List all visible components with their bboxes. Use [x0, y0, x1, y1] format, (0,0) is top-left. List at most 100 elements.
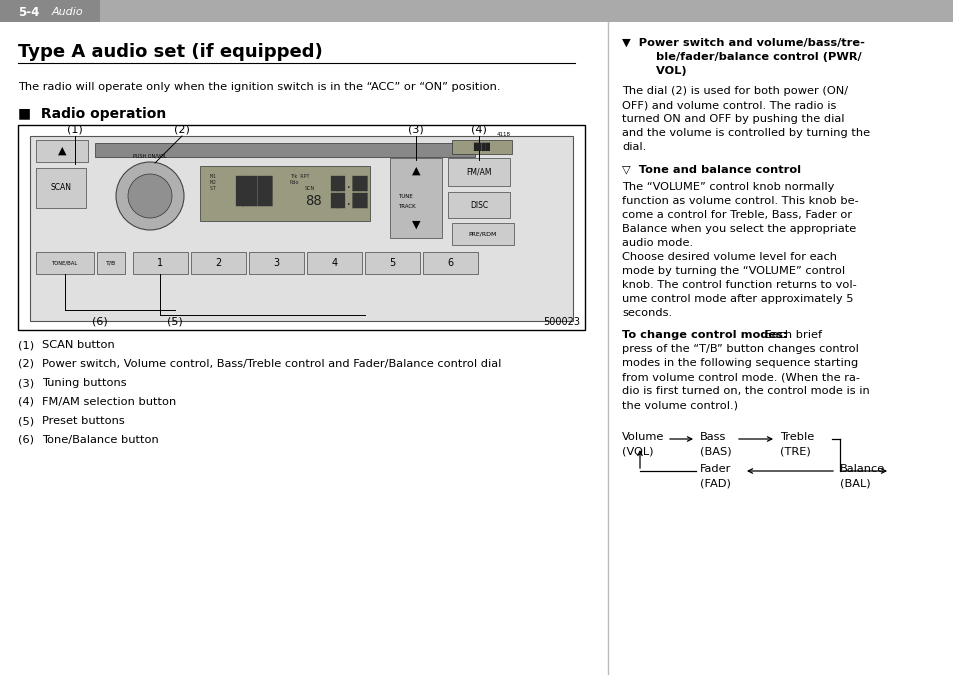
Bar: [132, 252, 188, 274]
Text: SCAN button: SCAN button: [42, 340, 114, 350]
Text: 4: 4: [331, 258, 337, 268]
Text: FM/AM: FM/AM: [466, 167, 491, 176]
Text: Choose desired volume level for each: Choose desired volume level for each: [621, 252, 836, 262]
Text: dio is first turned on, the control mode is in: dio is first turned on, the control mode…: [621, 386, 869, 396]
Bar: [452, 223, 514, 245]
Text: SCN: SCN: [305, 186, 314, 191]
Text: ST: ST: [210, 186, 221, 191]
Text: Trk  RPT: Trk RPT: [290, 174, 309, 179]
Text: Each brief: Each brief: [760, 330, 821, 340]
Text: and the volume is controlled by turning the: and the volume is controlled by turning …: [621, 128, 869, 138]
Text: ██.██: ██.██: [330, 176, 367, 192]
Text: To change control modes:: To change control modes:: [621, 330, 786, 340]
Text: OFF) and volume control. The radio is: OFF) and volume control. The radio is: [621, 100, 836, 110]
Text: █████: █████: [234, 191, 273, 207]
Text: the volume control.): the volume control.): [621, 400, 738, 410]
Text: (4): (4): [471, 125, 486, 135]
Text: The radio will operate only when the ignition switch is in the “ACC” or “ON” pos: The radio will operate only when the ign…: [18, 82, 500, 92]
Text: (6): (6): [18, 435, 34, 445]
Text: Preset buttons: Preset buttons: [42, 416, 125, 426]
Bar: [448, 158, 510, 186]
Text: ■  Radio operation: ■ Radio operation: [18, 107, 166, 121]
Text: Audio: Audio: [52, 7, 84, 17]
Text: (2): (2): [173, 125, 190, 135]
Text: ble/fader/balance control (PWR/: ble/fader/balance control (PWR/: [639, 52, 861, 62]
Text: (BAL): (BAL): [840, 478, 870, 488]
Text: (6): (6): [92, 317, 108, 327]
Text: 3: 3: [274, 258, 279, 268]
Text: The dial (2) is used for both power (ON/: The dial (2) is used for both power (ON/: [621, 86, 847, 96]
Text: Volume: Volume: [621, 432, 663, 442]
Text: Balance: Balance: [840, 464, 884, 474]
Text: (BAS): (BAS): [700, 446, 731, 456]
Text: Balance when you select the appropriate: Balance when you select the appropriate: [621, 224, 856, 234]
Bar: [36, 168, 86, 208]
Bar: [36, 252, 94, 274]
Text: (1): (1): [18, 340, 34, 350]
Text: TUNE: TUNE: [397, 194, 413, 198]
Bar: [36, 140, 88, 162]
Text: PRE/RDM: PRE/RDM: [468, 232, 497, 236]
Circle shape: [128, 174, 172, 218]
Text: (3): (3): [18, 378, 34, 388]
Bar: [200, 166, 370, 221]
Text: PUSH ON/VOL: PUSH ON/VOL: [133, 154, 167, 159]
Text: ▼  Power switch and volume/bass/tre-: ▼ Power switch and volume/bass/tre-: [621, 38, 864, 48]
Text: TRACK: TRACK: [397, 203, 416, 209]
Text: TONE/BAL: TONE/BAL: [51, 261, 78, 265]
Text: Treble: Treble: [780, 432, 814, 442]
Text: function as volume control. This knob be-: function as volume control. This knob be…: [621, 196, 858, 206]
Text: ▼: ▼: [412, 220, 420, 230]
Text: (2): (2): [18, 359, 34, 369]
Bar: [18, 125, 584, 330]
Text: 2: 2: [215, 258, 221, 268]
Text: ██.██: ██.██: [330, 193, 367, 209]
Text: turned ON and OFF by pushing the dial: turned ON and OFF by pushing the dial: [621, 114, 843, 124]
Bar: [390, 158, 441, 238]
Text: audio mode.: audio mode.: [621, 238, 693, 248]
Text: (5): (5): [167, 317, 183, 327]
Text: Fader: Fader: [700, 464, 731, 474]
Text: T/B: T/B: [106, 261, 116, 265]
Text: ume control mode after approximately 5: ume control mode after approximately 5: [621, 294, 853, 304]
Text: M1: M1: [210, 174, 221, 179]
Text: FM/AM selection button: FM/AM selection button: [42, 397, 176, 407]
Text: Rdo: Rdo: [290, 180, 299, 185]
Text: 5: 5: [389, 258, 395, 268]
Text: DISC: DISC: [470, 200, 488, 209]
Text: mode by turning the “VOLUME” control: mode by turning the “VOLUME” control: [621, 266, 844, 276]
Text: 4118: 4118: [497, 132, 511, 136]
Text: 6: 6: [447, 258, 453, 268]
Text: come a control for Treble, Bass, Fader or: come a control for Treble, Bass, Fader o…: [621, 210, 851, 220]
Bar: [0, 0, 953, 22]
Text: ▲: ▲: [412, 166, 420, 176]
Text: Tuning buttons: Tuning buttons: [42, 378, 127, 388]
Bar: [452, 140, 512, 154]
Text: SCAN: SCAN: [51, 184, 71, 192]
Bar: [365, 252, 419, 274]
Text: modes in the following sequence starting: modes in the following sequence starting: [621, 358, 858, 368]
Text: M2: M2: [210, 180, 221, 185]
Bar: [95, 143, 475, 157]
Bar: [249, 252, 304, 274]
Bar: [100, 0, 953, 22]
Text: 1: 1: [157, 258, 163, 268]
Text: (TRE): (TRE): [780, 446, 810, 456]
Text: seconds.: seconds.: [621, 308, 672, 318]
Text: dial.: dial.: [621, 142, 645, 152]
Bar: [30, 136, 573, 321]
Text: (1): (1): [67, 125, 83, 135]
Text: (5): (5): [18, 416, 34, 426]
Text: (FAD): (FAD): [700, 478, 730, 488]
Text: ████: ████: [473, 143, 490, 151]
Text: Bass: Bass: [700, 432, 725, 442]
Text: █████: █████: [234, 176, 273, 192]
Text: Power switch, Volume control, Bass/Treble control and Fader/Balance control dial: Power switch, Volume control, Bass/Trebl…: [42, 359, 501, 369]
Text: 88: 88: [305, 194, 321, 208]
Text: Type A audio set (if equipped): Type A audio set (if equipped): [18, 43, 322, 61]
Text: VOL): VOL): [639, 66, 686, 76]
Text: 5-4: 5-4: [18, 5, 39, 18]
Bar: [448, 192, 510, 218]
Text: knob. The control function returns to vol-: knob. The control function returns to vo…: [621, 280, 856, 290]
Bar: [307, 252, 361, 274]
